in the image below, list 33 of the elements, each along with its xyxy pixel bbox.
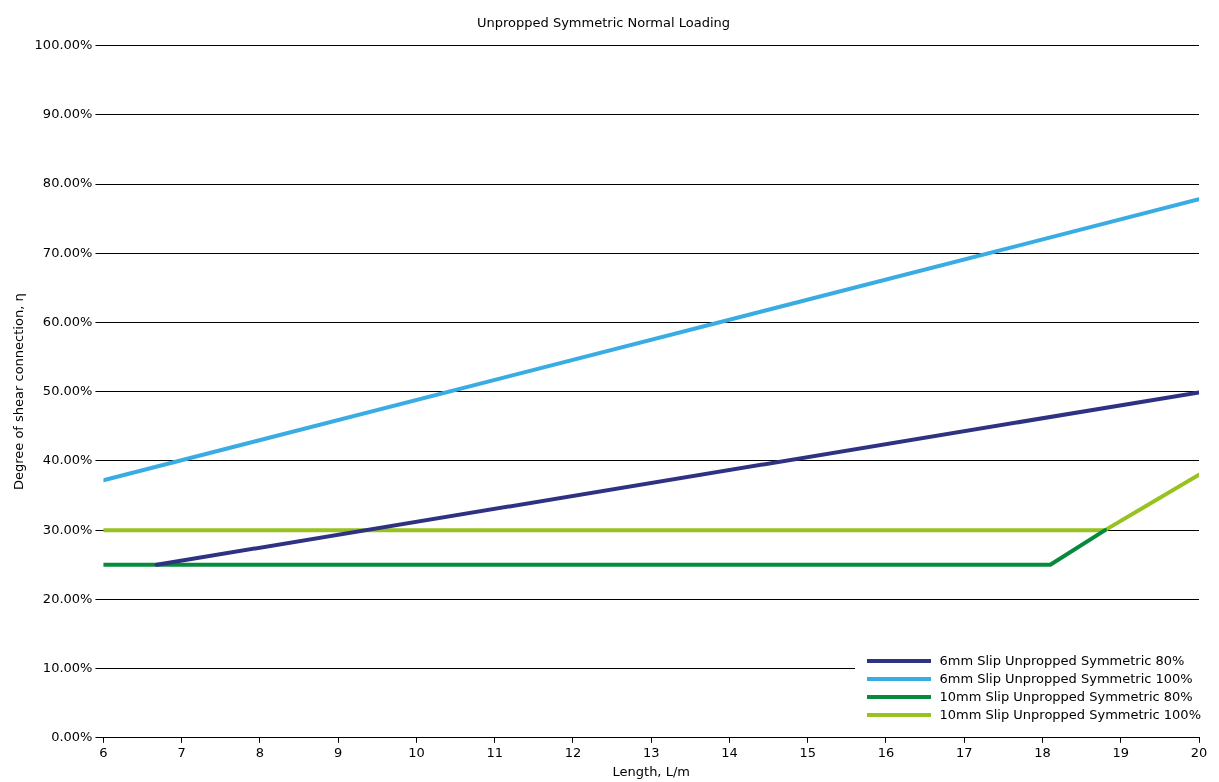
- y-tick-label: 70.00%: [42, 244, 93, 260]
- x-tick-label: 8: [255, 744, 265, 760]
- x-tick-label: 15: [799, 744, 816, 760]
- x-tick-label: 20: [1190, 744, 1208, 760]
- x-tick-label: 17: [955, 744, 973, 760]
- y-axis-title: Degree of shear connection, η: [11, 293, 27, 491]
- x-tick-label: 19: [1112, 744, 1130, 760]
- legend-label: 10mm Slip Unpropped Symmetric 100%: [939, 706, 1201, 724]
- y-tick-label: 90.00%: [42, 106, 93, 122]
- y-tick-label: 40.00%: [42, 452, 93, 468]
- x-axis-title: Length, L/m: [612, 763, 690, 779]
- x-tick-label: 13: [642, 744, 660, 760]
- legend-label: 10mm Slip Unpropped Symmetric 80%: [939, 688, 1193, 706]
- x-tick-label: 12: [564, 744, 582, 760]
- x-tick-label: 9: [334, 744, 343, 760]
- x-tick-label: 16: [877, 744, 895, 760]
- y-tick-label: 100.00%: [34, 36, 93, 52]
- chart-title: Unpropped Symmetric Normal Loading: [477, 15, 730, 31]
- y-tick-label: 60.00%: [42, 313, 93, 329]
- x-tick-label: 6: [99, 744, 108, 760]
- legend-label: 6mm Slip Unpropped Symmetric 80%: [939, 652, 1185, 670]
- y-tick-label: 50.00%: [42, 383, 93, 399]
- y-tick-label: 0.00%: [51, 729, 93, 745]
- y-tick-label: 20.00%: [42, 590, 93, 606]
- x-tick-label: 7: [177, 744, 186, 760]
- y-tick-label: 10.00%: [42, 659, 93, 675]
- y-tick-label: 80.00%: [42, 175, 93, 191]
- x-tick-label: 18: [1034, 744, 1051, 760]
- x-tick-label: 10: [408, 744, 425, 760]
- y-tick-label: 30.00%: [42, 521, 93, 537]
- x-tick-label: 11: [486, 744, 503, 760]
- x-tick-label: 14: [721, 744, 738, 760]
- legend-label: 6mm Slip Unpropped Symmetric 100%: [939, 670, 1193, 688]
